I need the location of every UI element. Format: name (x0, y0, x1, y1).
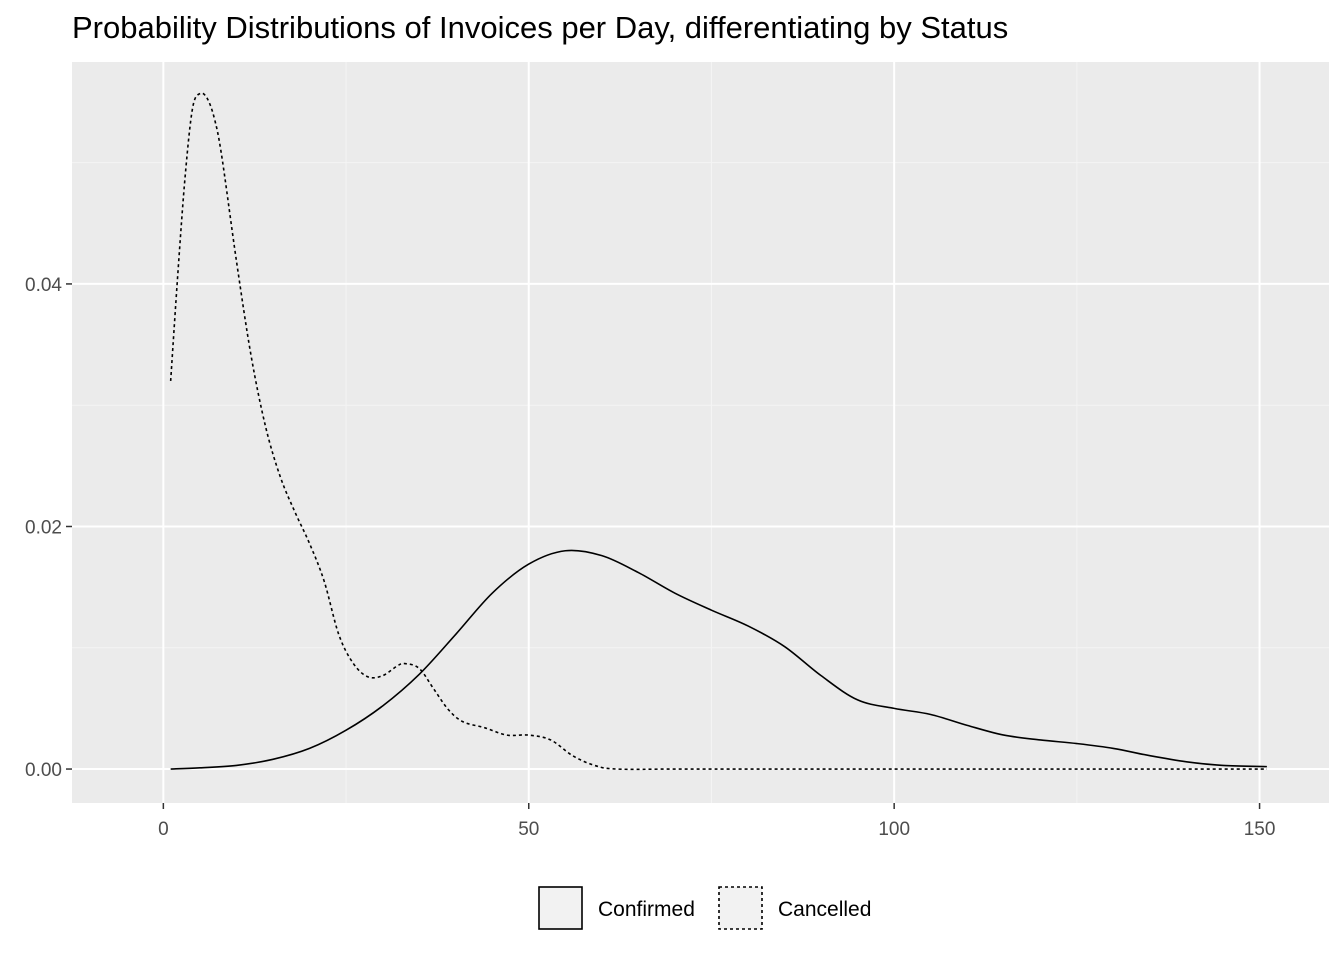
y-axis: 0.00 0.02 0.04 (25, 275, 72, 781)
legend-key-confirmed (538, 886, 583, 930)
minor-gridlines (72, 62, 1329, 803)
legend-label-cancelled: Cancelled (778, 898, 871, 921)
series-line-confirmed (170, 549, 1267, 770)
series-line-cancelled (169, 92, 1267, 771)
legend-key-cancelled (718, 886, 763, 930)
x-tick-label: 0 (158, 819, 169, 840)
y-tick-label: 0.02 (25, 517, 62, 538)
x-tick-label: 150 (1244, 819, 1276, 840)
y-tick-label: 0.04 (25, 275, 62, 296)
y-tick-label: 0.00 (25, 760, 62, 781)
x-tick-label: 50 (518, 819, 539, 840)
plot-panel (72, 62, 1329, 803)
x-axis: 0 50 100 150 (158, 803, 1275, 840)
legend-label-confirmed: Confirmed (598, 898, 695, 921)
chart-title: Probability Distributions of Invoices pe… (72, 10, 1009, 45)
series-lines (169, 92, 1267, 771)
legend: Confirmed Cancelled (538, 886, 871, 930)
x-tick-label: 100 (878, 819, 910, 840)
